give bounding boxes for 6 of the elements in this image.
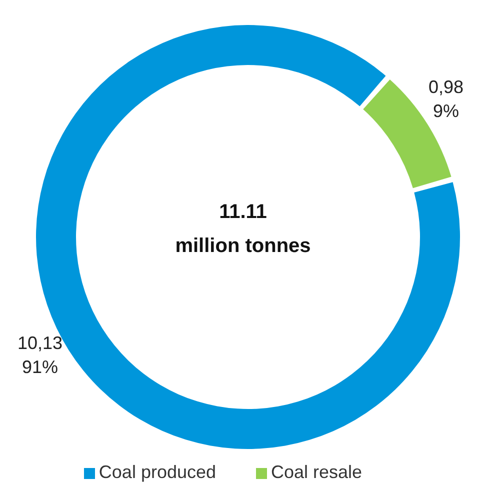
data-label: 0,98 9% [428,76,464,121]
text: 11.11 [219,201,267,223]
legend-label: Coal resale [271,462,362,482]
data-label: 10,13 91% [17,333,63,378]
legend-label: Coal produced [98,462,216,482]
text: million tonnes [175,235,311,257]
